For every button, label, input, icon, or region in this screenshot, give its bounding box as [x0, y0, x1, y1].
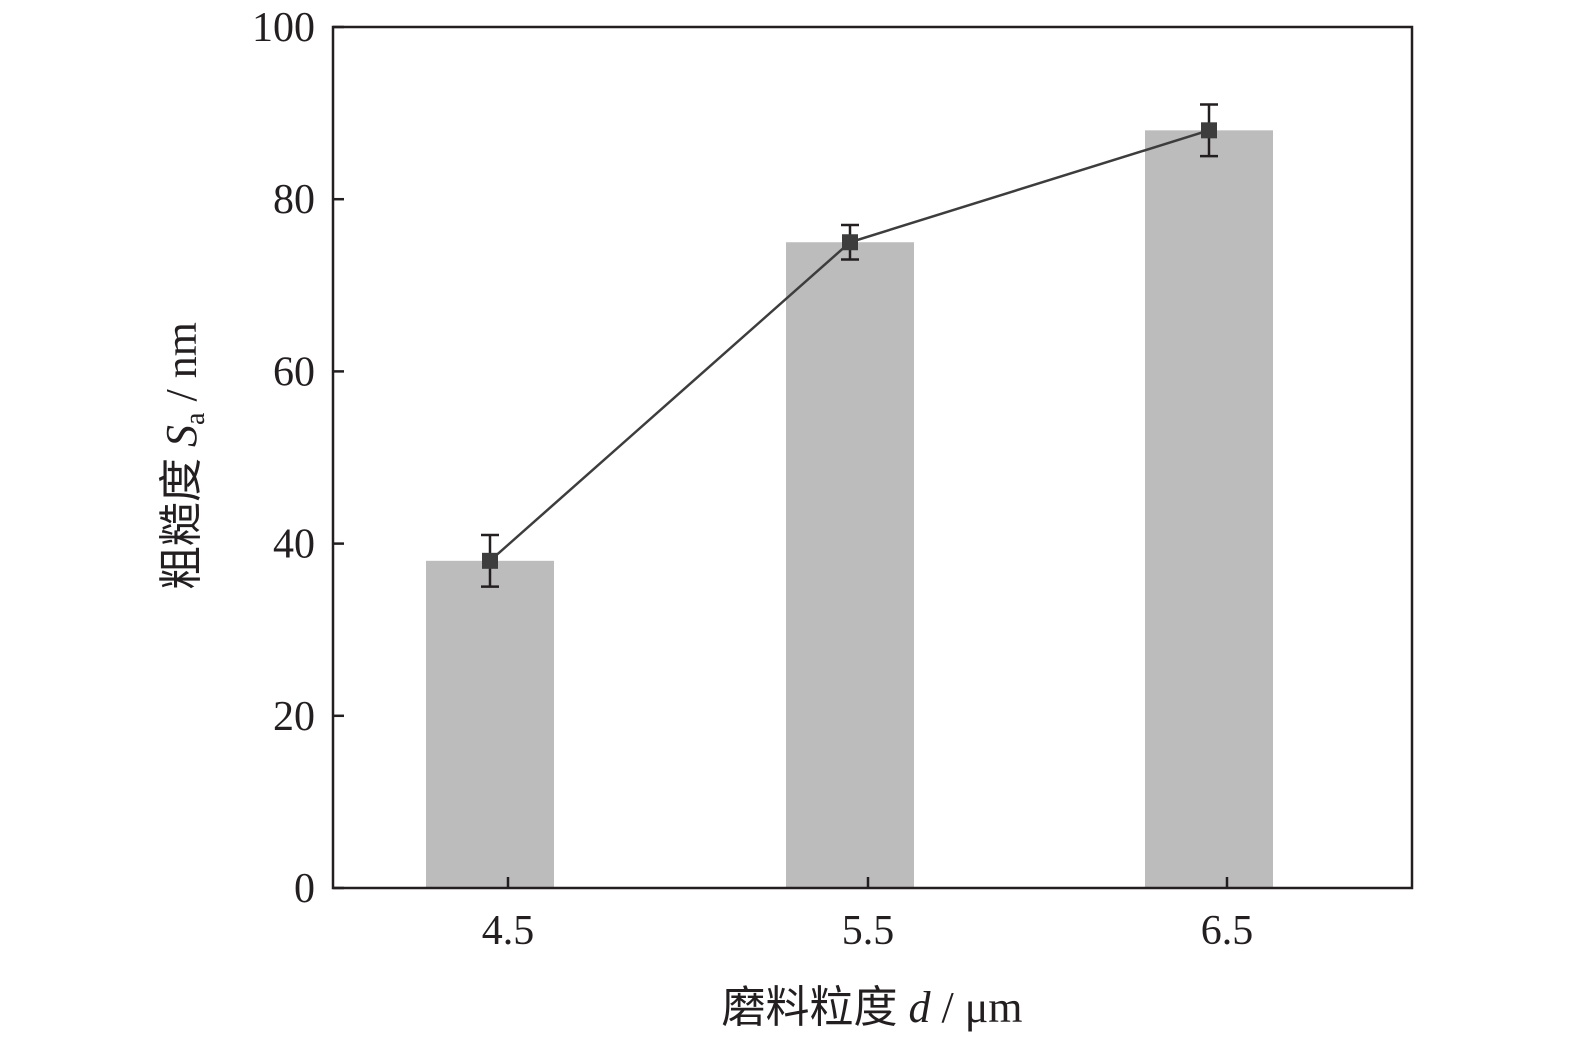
y-axis-label: 粗糙度 Sa / nm: [157, 322, 211, 590]
y-tick-label: 40: [273, 522, 315, 568]
x-tick-label: 5.5: [842, 908, 895, 954]
data-point-marker: [1201, 122, 1217, 139]
x-axis-label: 磨料粒度 d / μm: [721, 983, 1022, 1032]
x-axis-label-prefix: 磨料粒度: [721, 983, 908, 1032]
plot-border: [331, 25, 1414, 890]
y-tick-label: 80: [273, 177, 315, 223]
y-axis-label-subscript: a: [180, 412, 211, 425]
y-axis-ticks: 0 20 40 60 80 100: [252, 5, 344, 912]
bar: [1145, 130, 1273, 888]
data-point-marker: [482, 552, 498, 569]
y-axis-label-variable: S: [157, 425, 206, 447]
y-tick-label: 0: [294, 866, 315, 912]
y-tick-label: 100: [252, 5, 315, 51]
data-point-marker: [842, 234, 858, 251]
x-axis-label-unit: / μm: [930, 983, 1022, 1032]
y-tick-label: 20: [273, 694, 315, 740]
y-axis-label-unit: / nm: [157, 322, 206, 412]
plot-frame: [331, 25, 1414, 890]
y-axis-label-prefix: 粗糙度: [157, 447, 206, 590]
x-axis-label-variable: d: [908, 983, 931, 1032]
x-tick-label: 4.5: [482, 908, 535, 954]
x-tick-label: 6.5: [1201, 908, 1254, 954]
bar: [426, 560, 554, 888]
x-axis-ticks: 4.5 5.5 6.5: [482, 877, 1254, 954]
line-series: [481, 103, 1218, 588]
y-tick-label: 60: [273, 349, 315, 395]
bar-series: [426, 130, 1273, 888]
bar: [786, 242, 914, 888]
